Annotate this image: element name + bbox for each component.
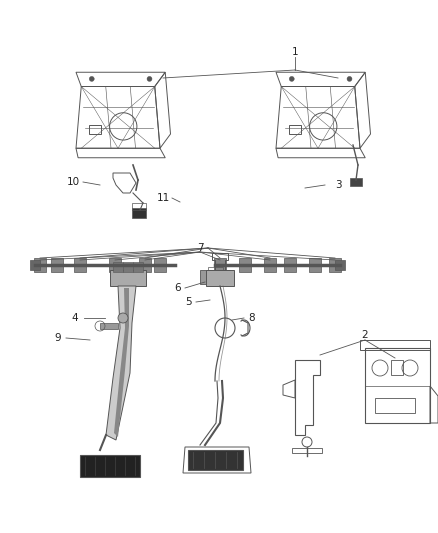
Bar: [264, 258, 276, 272]
Bar: [51, 258, 63, 272]
Text: 8: 8: [249, 313, 255, 323]
Circle shape: [147, 76, 152, 82]
Bar: [88, 125, 101, 134]
Bar: [132, 203, 146, 210]
Bar: [329, 258, 341, 272]
Bar: [113, 262, 123, 272]
Bar: [292, 448, 322, 453]
Bar: [132, 208, 146, 218]
Text: 3: 3: [335, 180, 341, 190]
Bar: [80, 455, 140, 477]
Bar: [365, 348, 430, 423]
Bar: [208, 267, 223, 273]
Text: 11: 11: [156, 193, 170, 203]
Bar: [335, 260, 345, 270]
Bar: [360, 340, 430, 350]
Text: 9: 9: [55, 333, 61, 343]
Bar: [34, 258, 46, 272]
Bar: [375, 398, 415, 413]
Text: 2: 2: [362, 330, 368, 340]
Bar: [154, 258, 166, 272]
Bar: [309, 258, 321, 272]
Circle shape: [89, 76, 94, 82]
Bar: [289, 125, 301, 134]
Bar: [123, 262, 133, 272]
Circle shape: [118, 313, 128, 323]
Bar: [206, 270, 234, 286]
Text: 7: 7: [197, 243, 203, 253]
Bar: [109, 258, 121, 272]
Bar: [100, 323, 118, 329]
Text: 6: 6: [175, 283, 181, 293]
Bar: [284, 258, 296, 272]
Bar: [188, 450, 243, 470]
Text: 1: 1: [292, 47, 298, 57]
Text: 4: 4: [72, 313, 78, 323]
Bar: [30, 260, 40, 270]
Circle shape: [289, 76, 294, 82]
Bar: [139, 258, 151, 272]
Polygon shape: [114, 288, 129, 437]
Polygon shape: [106, 286, 136, 440]
Bar: [133, 262, 143, 272]
Bar: [391, 360, 403, 375]
Bar: [350, 178, 362, 186]
Bar: [200, 270, 230, 284]
Bar: [214, 258, 226, 272]
Text: 5: 5: [185, 297, 191, 307]
Text: 10: 10: [67, 177, 80, 187]
Bar: [74, 258, 86, 272]
Circle shape: [347, 76, 352, 82]
Bar: [110, 270, 146, 286]
Bar: [239, 258, 251, 272]
